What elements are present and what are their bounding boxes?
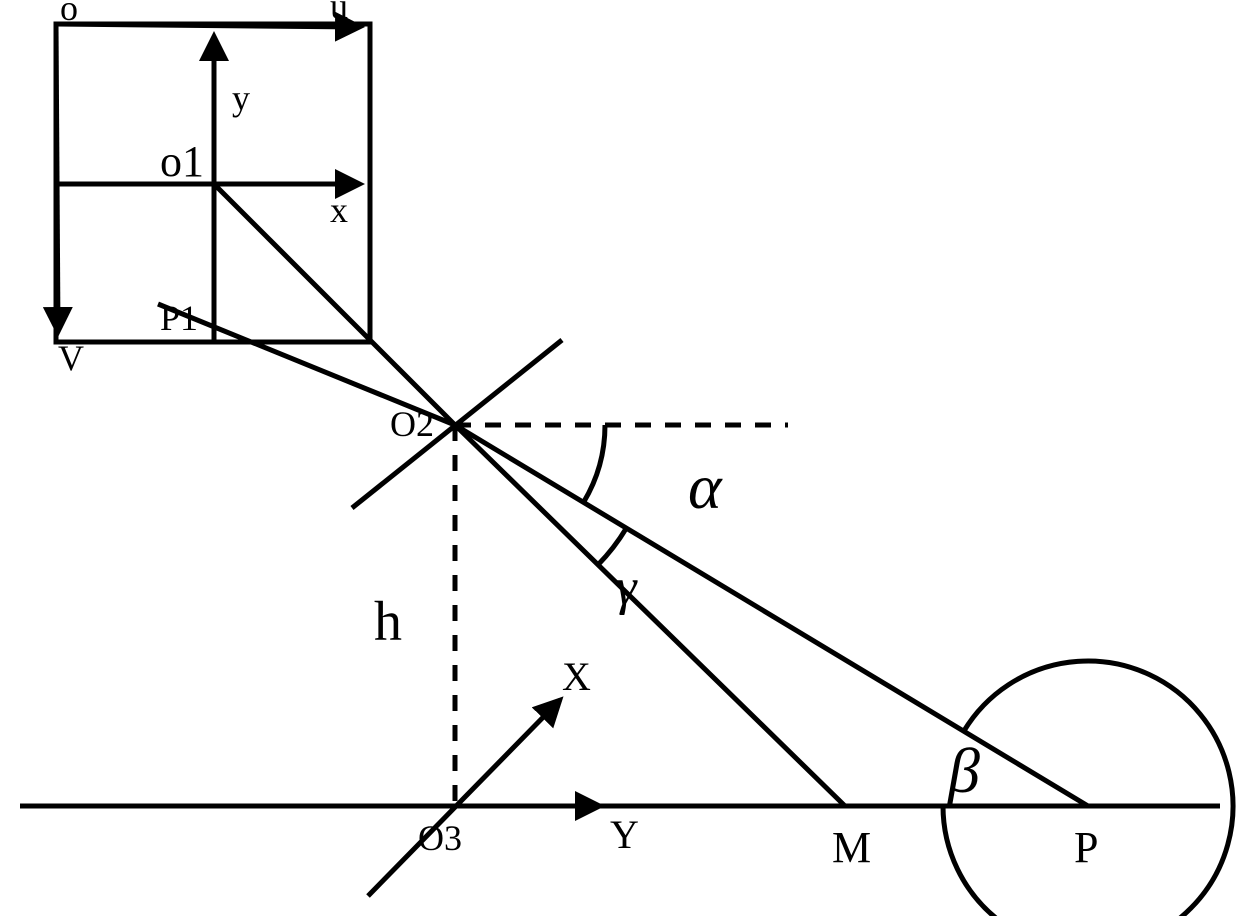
u-axis [56, 24, 360, 27]
label-h: h [374, 591, 402, 653]
label-X: X [562, 654, 591, 699]
beta-arc [943, 661, 1233, 916]
label-O3: O3 [418, 818, 462, 858]
label-x: x [330, 190, 348, 230]
label-gamma: γ [616, 559, 638, 616]
label-P1: P1 [160, 298, 198, 338]
label-M: M [832, 823, 871, 872]
X-axis [368, 700, 560, 896]
label-Y: Y [610, 812, 639, 857]
label-o1: o1 [160, 137, 204, 186]
geometry-diagram: o u Vy x o1 P1 O2 O3 αγ β h X Y M P [0, 0, 1240, 916]
ray-O2-P [455, 425, 1088, 806]
label-y: y [232, 78, 250, 118]
label-O2: O2 [390, 404, 434, 444]
alpha-arc [584, 425, 605, 502]
label-V: V [58, 338, 84, 378]
v-axis [56, 24, 58, 332]
label-Plab: P [1074, 823, 1098, 872]
label-alpha: α [688, 451, 723, 522]
label-beta: β [946, 735, 980, 806]
label-u: u [330, 0, 348, 26]
label-o: o [60, 0, 78, 28]
